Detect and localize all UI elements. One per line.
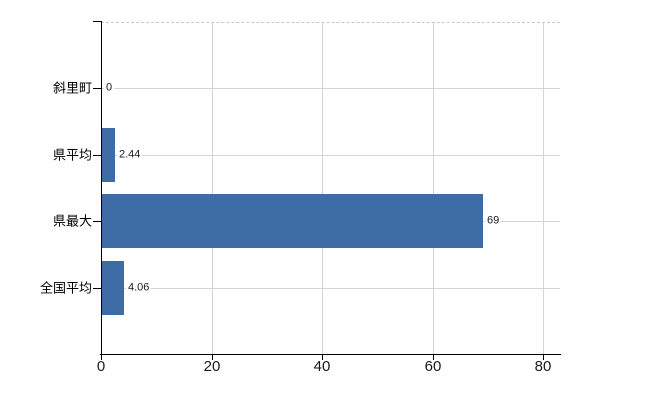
- y-axis-label: 全国平均: [39, 280, 92, 296]
- bar: [102, 194, 483, 248]
- x-axis-tick-label: 40: [313, 358, 331, 375]
- x-axis-line: [100, 354, 561, 355]
- bar-value-label: 0: [104, 81, 115, 95]
- x-axis-tick-label: 20: [203, 358, 221, 375]
- plot-top-border: [101, 22, 560, 23]
- x-axis-tick: [433, 354, 434, 360]
- horizontal-gridline: [101, 155, 560, 156]
- horizontal-gridline: [101, 88, 560, 89]
- x-axis-tick-label: 60: [424, 358, 442, 375]
- y-axis-tick: [93, 221, 101, 222]
- y-axis-label: 県平均: [52, 147, 92, 163]
- bar: [102, 128, 115, 182]
- y-axis-tick: [93, 88, 101, 89]
- horizontal-gridline: [101, 288, 560, 289]
- x-axis-tick-label: 80: [534, 358, 552, 375]
- x-axis-tick: [212, 354, 213, 360]
- y-axis-label: 斜里町: [52, 80, 92, 96]
- vertical-gridline: [543, 22, 544, 354]
- vertical-gridline: [432, 22, 434, 354]
- y-axis-line: [101, 21, 102, 354]
- bar-value-label: 2.44: [117, 148, 143, 162]
- y-axis-tick: [93, 21, 101, 22]
- bar: [102, 261, 124, 315]
- y-axis-tick: [93, 288, 101, 289]
- bar-value-label: 4.06: [126, 281, 152, 295]
- bar-value-label: 69: [485, 214, 502, 228]
- vertical-gridline: [322, 22, 323, 354]
- x-axis-tick: [543, 354, 544, 360]
- x-axis-tick: [322, 354, 323, 360]
- vertical-gridline: [211, 22, 213, 354]
- y-axis-label: 県最大: [52, 213, 92, 229]
- y-axis-tick: [93, 155, 101, 156]
- x-axis-tick-label: 0: [96, 358, 106, 375]
- x-axis-tick: [101, 354, 102, 360]
